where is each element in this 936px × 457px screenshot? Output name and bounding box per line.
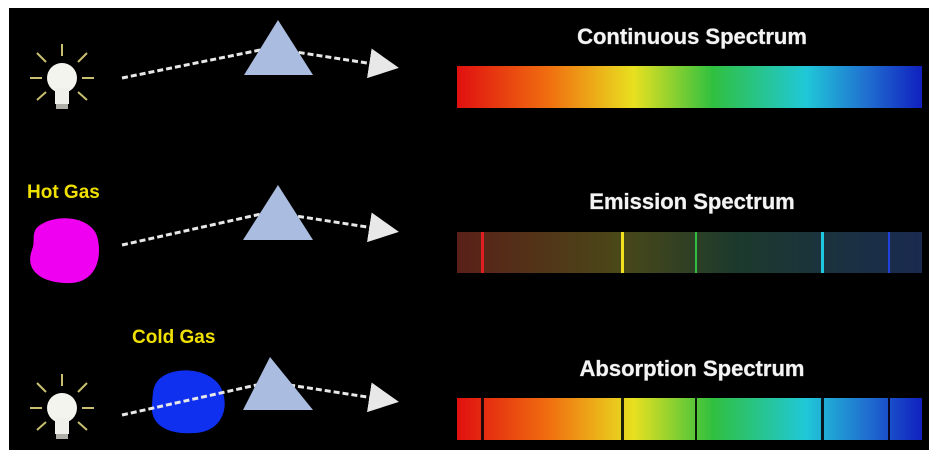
emission-spectrum bbox=[457, 232, 922, 273]
continuous-spectrum bbox=[457, 66, 922, 108]
hot-gas bbox=[30, 218, 99, 283]
gas-label: Cold Gas bbox=[132, 327, 215, 348]
absorption-spectrum bbox=[457, 398, 922, 440]
cold-gas bbox=[152, 370, 225, 433]
spectrum-title: Emission Spectrum bbox=[589, 189, 794, 214]
spectrum-title: Continuous Spectrum bbox=[577, 24, 807, 49]
gas-label: Hot Gas bbox=[27, 182, 100, 203]
spectrum-title: Absorption Spectrum bbox=[580, 356, 805, 381]
diagram: Continuous Spectrum Hot Gas Emission Spe… bbox=[0, 0, 936, 457]
